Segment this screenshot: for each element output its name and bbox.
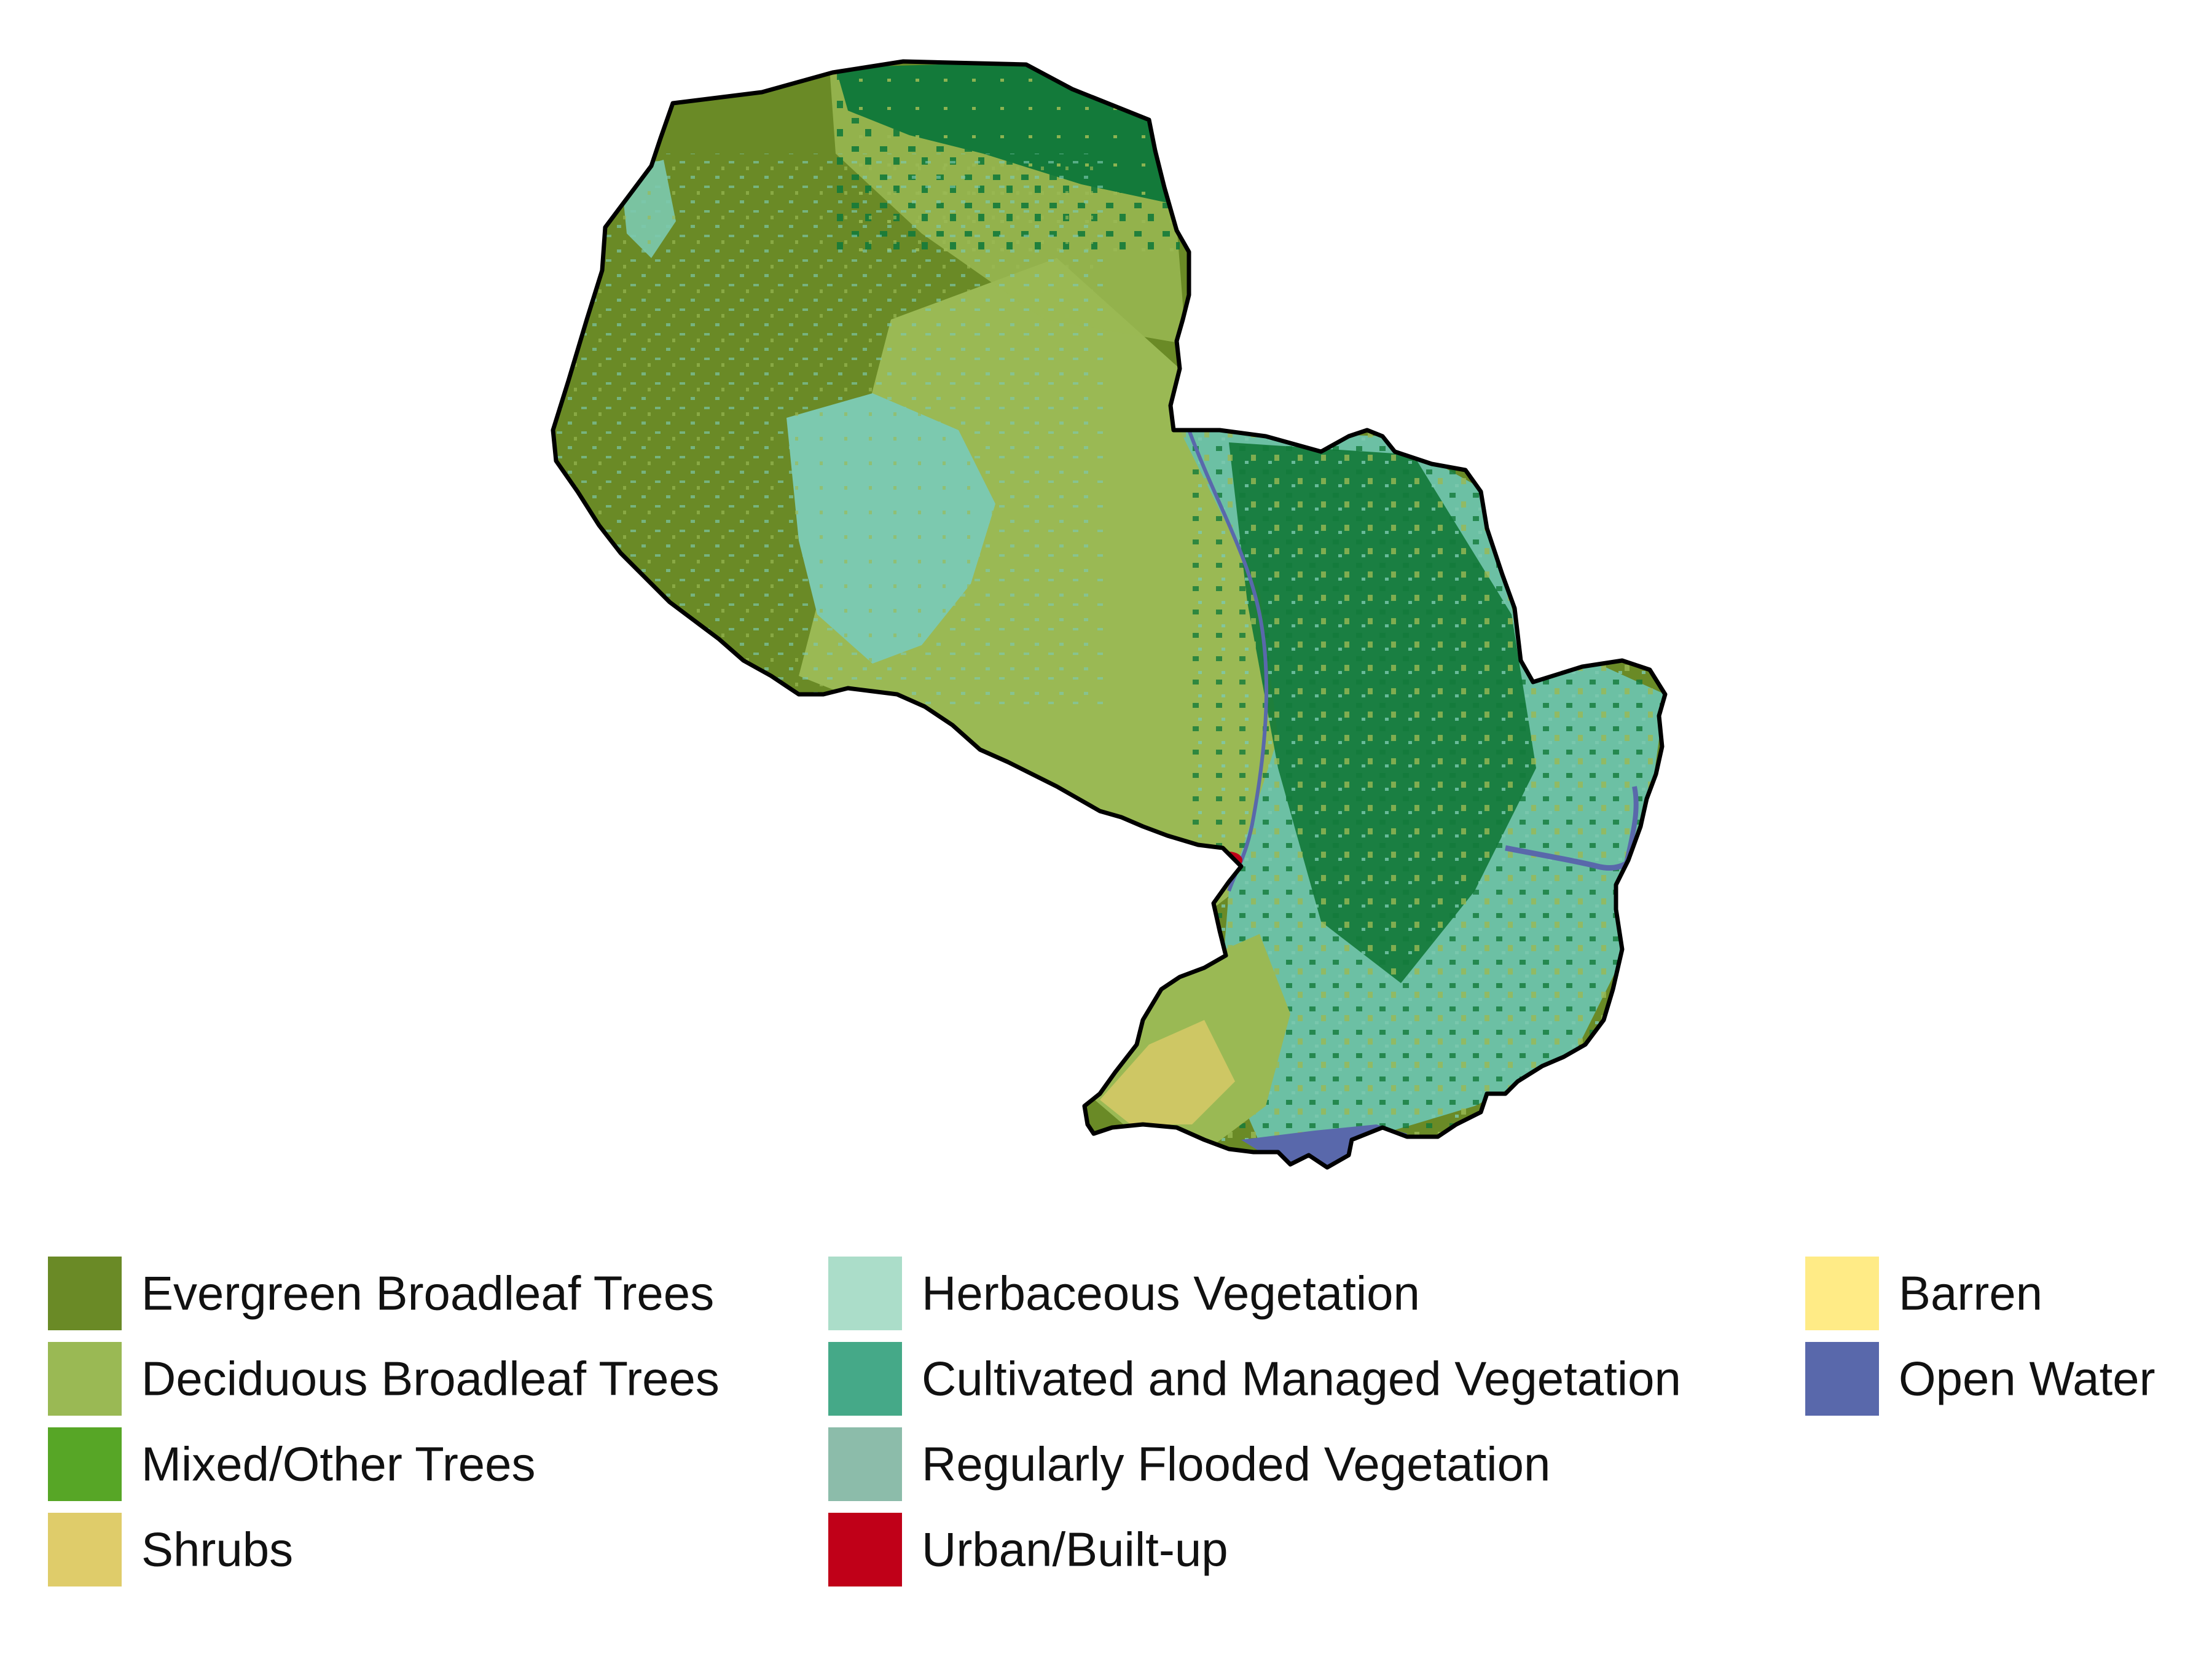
legend-label: Regularly Flooded Vegetation xyxy=(922,1437,1551,1491)
legend-label: Shrubs xyxy=(141,1522,294,1577)
legend-swatch xyxy=(48,1342,122,1416)
country-border xyxy=(551,59,1668,1170)
texture-west xyxy=(553,154,1106,707)
land-cover-raster xyxy=(553,61,1665,1167)
legend-label: Deciduous Broadleaf Trees xyxy=(141,1351,720,1406)
legend-swatch xyxy=(828,1257,902,1330)
legend-label: Cultivated and Managed Vegetation xyxy=(922,1351,1681,1406)
legend-swatch xyxy=(48,1513,122,1586)
map-canvas xyxy=(551,59,1668,1170)
legend: Evergreen Broadleaf Trees Deciduous Broa… xyxy=(0,1229,2212,1628)
river-central xyxy=(1187,429,1268,892)
legend-swatch xyxy=(1805,1257,1879,1330)
legend-swatch xyxy=(48,1427,122,1501)
legend-label: Evergreen Broadleaf Trees xyxy=(141,1266,715,1320)
legend-label: Open Water xyxy=(1899,1351,2155,1406)
legend-swatch xyxy=(48,1257,122,1330)
legend-label: Urban/Built-up xyxy=(922,1522,1228,1577)
legend-label: Mixed/Other Trees xyxy=(141,1437,536,1491)
land-cover-map xyxy=(551,59,1668,1170)
region-shrubs-southwest xyxy=(1100,1020,1235,1124)
legend-swatch xyxy=(828,1513,902,1586)
legend-swatch xyxy=(828,1427,902,1501)
legend-label: Barren xyxy=(1899,1266,2043,1320)
legend-swatch xyxy=(828,1342,902,1416)
legend-swatch xyxy=(1805,1342,1879,1416)
legend-label: Herbaceous Vegetation xyxy=(922,1266,1420,1320)
